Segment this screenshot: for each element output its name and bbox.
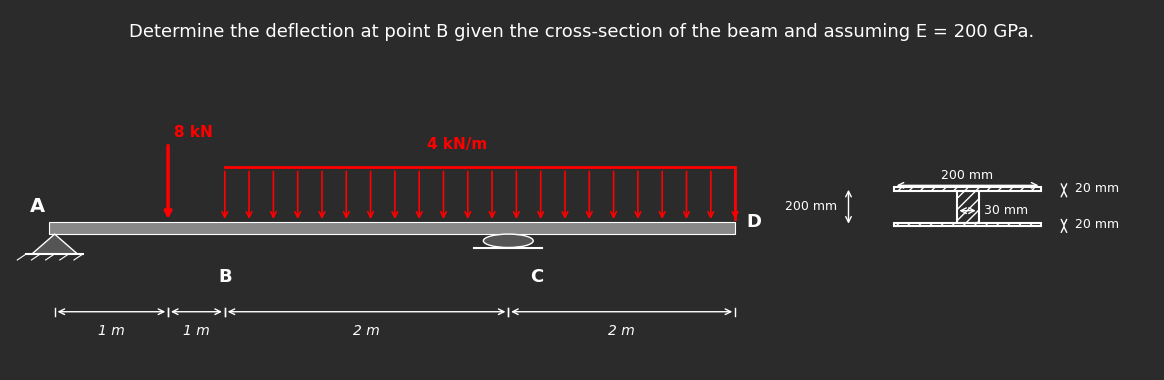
Text: 4 kN/m: 4 kN/m — [427, 137, 488, 152]
Text: 20 mm: 20 mm — [1076, 218, 1120, 231]
Polygon shape — [33, 234, 77, 254]
Text: A: A — [30, 197, 45, 216]
Text: D: D — [746, 213, 761, 231]
FancyBboxPatch shape — [49, 222, 736, 234]
Text: 2 m: 2 m — [353, 324, 379, 338]
Text: 1 m: 1 m — [183, 324, 210, 338]
Text: 8 kN: 8 kN — [173, 125, 213, 140]
Text: C: C — [530, 268, 544, 286]
Text: 30 mm: 30 mm — [985, 204, 1029, 217]
Text: 1 m: 1 m — [98, 324, 125, 338]
Text: 200 mm: 200 mm — [785, 200, 837, 213]
Text: B: B — [218, 268, 232, 286]
Text: 200 mm: 200 mm — [942, 169, 994, 182]
Circle shape — [483, 234, 533, 247]
Text: 2 m: 2 m — [609, 324, 636, 338]
Text: Determine the deflection at point B given the cross-section of the beam and assu: Determine the deflection at point B give… — [129, 23, 1035, 41]
Text: 20 mm: 20 mm — [1076, 182, 1120, 195]
